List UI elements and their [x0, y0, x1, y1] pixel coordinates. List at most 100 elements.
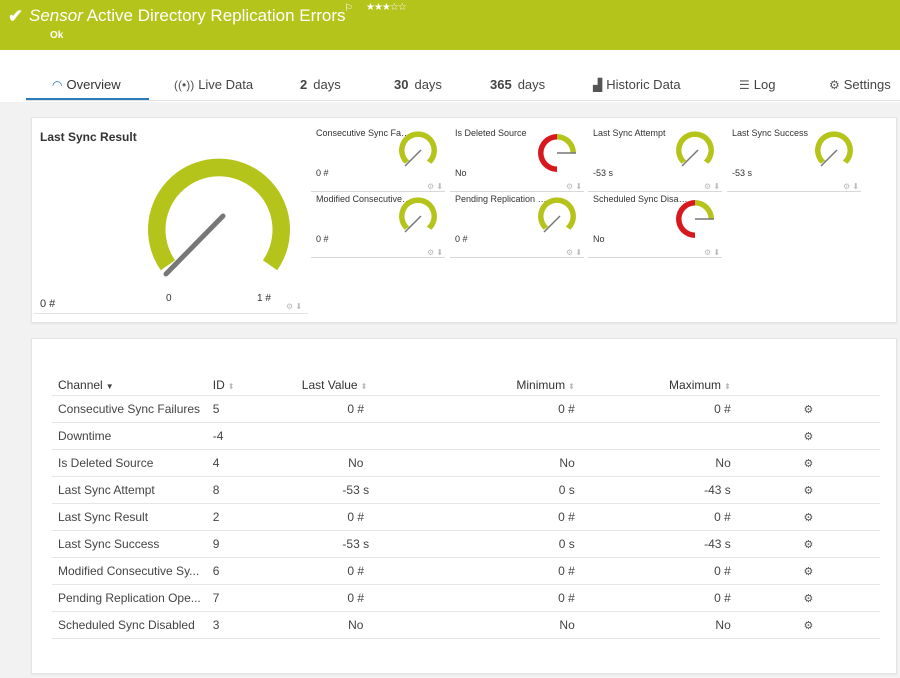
tab-2-days[interactable]: 2 days	[300, 77, 341, 92]
priority-stars[interactable]: ★★★☆☆	[366, 2, 407, 13]
gauge-options-icon[interactable]: ⚙ ⬇	[427, 182, 444, 191]
channel-name[interactable]: Is Deleted Source	[58, 455, 154, 470]
table-row: Is Deleted Source 4 No No No ⚙	[52, 449, 880, 477]
channel-id: 3	[206, 611, 296, 639]
channel-id: 9	[206, 530, 296, 558]
col-actions	[736, 375, 880, 396]
gauge-options-icon[interactable]: ⚙ ⬇	[566, 248, 583, 257]
gauge-pending-replication[interactable]: Pending Replication O... 0 # ⚙ ⬇	[450, 194, 584, 258]
tab-365-days[interactable]: 365 days	[490, 77, 545, 92]
col-minimum[interactable]: Minimum ⬍	[415, 375, 581, 396]
gauge-scheduled-sync-disabled[interactable]: Scheduled Sync Disabl... No ⚙ ⬇	[588, 194, 722, 258]
table-row: Last Sync Result 2 0 # 0 # 0 # ⚙	[52, 503, 880, 531]
status-text: Ok	[50, 30, 64, 41]
gauge-dial	[399, 197, 437, 233]
gauge-options-icon[interactable]: ⚙ ⬇	[566, 182, 583, 191]
main-gauge[interactable]	[32, 118, 322, 318]
tab-historic-data[interactable]: ▟ Historic Data	[593, 77, 681, 92]
gauge-options-icon[interactable]: ⚙ ⬇	[704, 248, 721, 257]
gauge-icon: ◠	[52, 78, 63, 92]
channel-settings-icon[interactable]: ⚙	[803, 403, 814, 416]
tab-log[interactable]: ☰ Log	[739, 77, 775, 92]
channel-settings-icon[interactable]: ⚙	[803, 430, 814, 443]
tab-30-days-num: 30	[394, 77, 409, 92]
channel-name[interactable]: Consecutive Sync Failures	[58, 401, 201, 416]
gauge-consecutive-sync-failures[interactable]: Consecutive Sync Failu... 0 # ⚙ ⬇	[311, 128, 445, 192]
channel-minimum: 0 #	[415, 584, 581, 612]
tab-settings[interactable]: ⚙ Settings	[829, 77, 891, 92]
channel-name[interactable]: Pending Replication Ope...	[58, 590, 201, 605]
col-maximum[interactable]: Maximum ⬍	[580, 375, 737, 396]
channel-name[interactable]: Last Sync Result	[58, 509, 149, 524]
sensor-header: ✔ Sensor Active Directory Replication Er…	[0, 0, 900, 50]
channel-last-value: -53 s	[295, 530, 416, 558]
gauge-dial	[399, 131, 437, 167]
gauge-options-icon[interactable]: ⚙ ⬇	[704, 182, 721, 191]
channel-minimum: 0 #	[415, 395, 581, 423]
channel-minimum: 0 #	[415, 503, 581, 531]
channel-settings-icon[interactable]: ⚙	[803, 538, 814, 551]
channel-name[interactable]: Downtime	[58, 428, 112, 443]
gauge-is-deleted-source[interactable]: Is Deleted Source No ⚙ ⬇	[450, 128, 584, 192]
channel-last-value: 0 #	[295, 395, 416, 423]
tab-365-days-num: 365	[490, 77, 512, 92]
channels-panel: Channel ▼ ID ⬍ Last Value ⬍ Minimum ⬍ Maximu…	[31, 338, 897, 674]
main-gauge-divider	[34, 313, 308, 314]
channel-settings-icon[interactable]: ⚙	[803, 619, 814, 632]
tab-historic-data-label: Historic Data	[606, 77, 681, 92]
gauge-modified-consecutive[interactable]: Modified Consecutive ... 0 # ⚙ ⬇	[311, 194, 445, 258]
channel-maximum	[580, 422, 737, 450]
channel-settings-icon[interactable]: ⚙	[803, 565, 814, 578]
gauges-panel: Last Sync Result 0 # 0 1 # ⚙ ⬇ Consecuti…	[31, 117, 897, 323]
channel-last-value	[295, 422, 416, 450]
channel-id: 4	[206, 449, 296, 477]
tab-30-days[interactable]: 30 days	[394, 77, 442, 92]
channel-settings-icon[interactable]: ⚙	[803, 511, 814, 524]
flag-icon[interactable]: ⚐	[344, 3, 353, 14]
tab-live-data-label: Live Data	[198, 77, 254, 92]
tab-2-days-label: days	[313, 77, 341, 92]
gauge-options-icon[interactable]: ⚙ ⬇	[286, 302, 303, 311]
channel-settings-icon[interactable]: ⚙	[803, 484, 814, 497]
channel-minimum: 0 s	[415, 530, 581, 558]
col-channel-label: Channel	[58, 377, 103, 392]
channel-name[interactable]: Last Sync Attempt	[58, 482, 155, 497]
channel-name[interactable]: Scheduled Sync Disabled	[58, 617, 195, 632]
tab-live-data[interactable]: ((•)) Live Data	[174, 77, 253, 92]
area-chart-icon: ▟	[593, 78, 603, 92]
channel-id: 6	[206, 557, 296, 585]
gauge-options-icon[interactable]: ⚙ ⬇	[843, 182, 860, 191]
gauge-value: -53 s	[593, 168, 614, 178]
sensor-name: Active Directory Replication Errors	[86, 6, 346, 25]
channel-maximum: No	[580, 449, 737, 477]
main-gauge-max-label: 1 #	[257, 293, 271, 304]
tab-log-label: Log	[753, 77, 776, 92]
col-id[interactable]: ID ⬍	[206, 375, 296, 396]
channel-maximum: No	[580, 611, 737, 639]
check-icon: ✔	[8, 6, 24, 26]
col-last-value[interactable]: Last Value ⬍	[295, 375, 416, 396]
gauge-options-icon[interactable]: ⚙ ⬇	[427, 248, 444, 257]
tab-settings-label: Settings	[843, 77, 891, 92]
channel-last-value: 0 #	[295, 503, 416, 531]
tab-overview-label: Overview	[66, 77, 121, 92]
col-channel[interactable]: Channel ▼	[52, 375, 207, 396]
gauge-last-sync-attempt[interactable]: Last Sync Attempt -53 s ⚙ ⬇	[588, 128, 722, 192]
tab-overview[interactable]: ◠ Overview	[52, 77, 121, 92]
list-icon: ☰	[739, 78, 750, 92]
main-gauge-title: Last Sync Result	[40, 130, 137, 144]
table-row: Pending Replication Ope... 7 0 # 0 # 0 #…	[52, 584, 880, 612]
channel-minimum: No	[415, 449, 581, 477]
gear-icon: ⚙	[829, 78, 840, 92]
channel-settings-icon[interactable]: ⚙	[803, 457, 814, 470]
channel-id: 2	[206, 503, 296, 531]
channel-maximum: 0 #	[580, 395, 737, 423]
gauge-last-sync-success[interactable]: Last Sync Success -53 s ⚙ ⬇	[727, 128, 861, 192]
table-row: Last Sync Success 9 -53 s 0 s -43 s ⚙	[52, 530, 880, 558]
table-row: Scheduled Sync Disabled 3 No No No ⚙	[52, 611, 880, 639]
channel-last-value: 0 #	[295, 557, 416, 585]
channel-settings-icon[interactable]: ⚙	[803, 592, 814, 605]
channel-id: 7	[206, 584, 296, 612]
channel-name[interactable]: Last Sync Success	[58, 536, 160, 551]
channel-name[interactable]: Modified Consecutive Sy...	[58, 563, 200, 578]
